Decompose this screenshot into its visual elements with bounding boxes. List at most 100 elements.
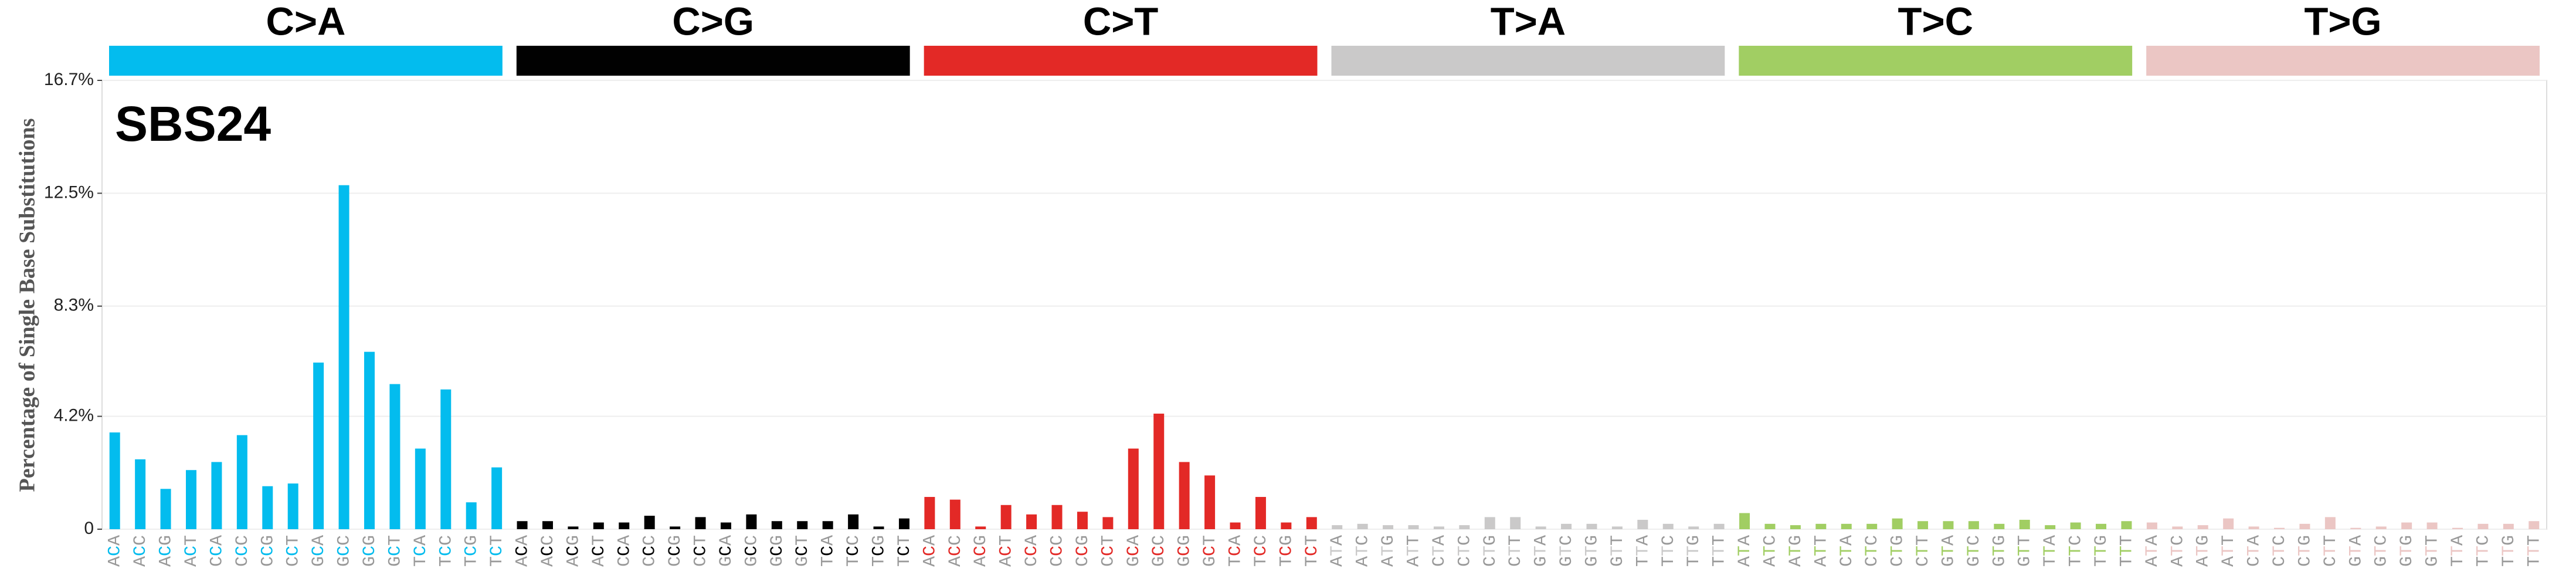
x-tick-label: CCG (666, 535, 685, 567)
bar (236, 435, 247, 529)
x-tick-label: TTT (2117, 535, 2137, 567)
bar (771, 521, 782, 529)
x-tick-label: GCC (1149, 535, 1169, 567)
x-tick-label: CTC (1862, 535, 1882, 567)
x-tick-label: CTC (1455, 535, 1475, 567)
x-tick-label: ATA (2143, 535, 2163, 567)
bar (1000, 505, 1012, 529)
x-tick-label: CCC (1047, 535, 1067, 567)
y-tick-label: 8.3% (54, 296, 94, 315)
x-tick-label: TCG (1277, 535, 1297, 567)
x-tick-label: CCA (615, 535, 634, 567)
group-bar (516, 46, 910, 76)
bar (2070, 522, 2081, 529)
y-axis-label: Percentage of Single Base Substitutions (15, 119, 40, 492)
x-tick-label: TTC (2066, 535, 2086, 567)
bar (466, 502, 477, 529)
x-tick-label: ATG (2194, 535, 2214, 567)
bar (1561, 523, 1572, 529)
bar (2477, 523, 2489, 529)
x-tick-label: CCT (1098, 535, 1118, 567)
x-tick-label: TCG (462, 535, 482, 567)
x-tick-label: TTC (1659, 535, 1679, 567)
bar (1510, 517, 1521, 529)
bar (491, 467, 503, 529)
x-tick-label: TTG (2092, 535, 2112, 567)
x-tick-label: CCG (1073, 535, 1093, 567)
x-tick-label: TCC (436, 535, 456, 567)
x-tick-label: TCT (895, 535, 915, 567)
bar (975, 526, 986, 529)
group-bar (924, 46, 1318, 76)
group-label: T>A (1491, 0, 1566, 44)
x-tick-label: ACA (920, 535, 940, 567)
group-bar (1331, 46, 1725, 76)
bar (1764, 523, 1776, 529)
x-tick-label: ATG (1786, 535, 1806, 567)
bar (2426, 522, 2438, 529)
bar (1484, 517, 1495, 529)
x-tick-label: ACC (946, 535, 966, 567)
bar (949, 499, 961, 529)
bar (1102, 517, 1114, 529)
bar (1866, 523, 1878, 529)
x-tick-label: GTG (2397, 535, 2417, 567)
bar (517, 521, 528, 529)
bar (2452, 527, 2463, 529)
bar (287, 483, 298, 529)
x-tick-label: ACA (106, 535, 125, 567)
y-tick-label: 4.2% (54, 406, 94, 425)
x-tick-label: CTA (2245, 535, 2265, 567)
bar (1306, 517, 1317, 529)
bar (1051, 505, 1063, 529)
x-tick-label: GCA (309, 535, 329, 567)
bar (364, 351, 375, 529)
bar (2350, 527, 2361, 529)
x-tick-label: CCG (258, 535, 278, 567)
bar (1892, 518, 1903, 529)
x-tick-label: TCC (1251, 535, 1271, 567)
bar (1433, 526, 1444, 529)
x-tick-label: CCT (691, 535, 711, 567)
x-tick-label: GTC (2372, 535, 2392, 567)
bar (2223, 518, 2234, 529)
bar (135, 459, 146, 529)
bar (109, 432, 120, 529)
bar (2197, 525, 2208, 529)
x-tick-label: GTT (2423, 535, 2443, 567)
x-tick-label: ATT (2219, 535, 2239, 567)
bar (1662, 523, 1674, 529)
x-tick-label: ATT (1811, 535, 1831, 567)
bar (1026, 514, 1037, 529)
x-tick-label: TCA (411, 535, 431, 567)
bar (898, 518, 909, 529)
x-tick-label: ACC (131, 535, 151, 567)
x-tick-label: ATC (2168, 535, 2188, 567)
bar (1077, 512, 1088, 529)
bar (619, 522, 630, 529)
bar (1204, 475, 1216, 529)
x-tick-label: ATT (1404, 535, 1424, 567)
x-tick-label: TTT (2524, 535, 2544, 567)
bar (2299, 523, 2310, 529)
x-tick-label: CCC (640, 535, 660, 567)
x-tick-label: TCA (819, 535, 839, 567)
bar (160, 489, 171, 529)
x-tick-label: CTG (1888, 535, 1908, 567)
group-label: C>A (266, 0, 345, 44)
bar (1408, 525, 1419, 529)
x-tick-label: CTT (1913, 535, 1933, 567)
bar (2529, 521, 2540, 529)
bar (1790, 525, 1801, 529)
x-tick-label: GCG (1175, 535, 1195, 567)
bar (2172, 526, 2183, 529)
bar (822, 521, 833, 529)
x-tick-label: ACG (156, 535, 176, 567)
x-tick-label: GTT (1608, 535, 1628, 567)
group-bar (1739, 46, 2133, 76)
x-tick-label: CCT (284, 535, 304, 567)
x-tick-label: TTG (1684, 535, 1704, 567)
bar (644, 516, 655, 529)
x-tick-label: ATC (1760, 535, 1780, 567)
